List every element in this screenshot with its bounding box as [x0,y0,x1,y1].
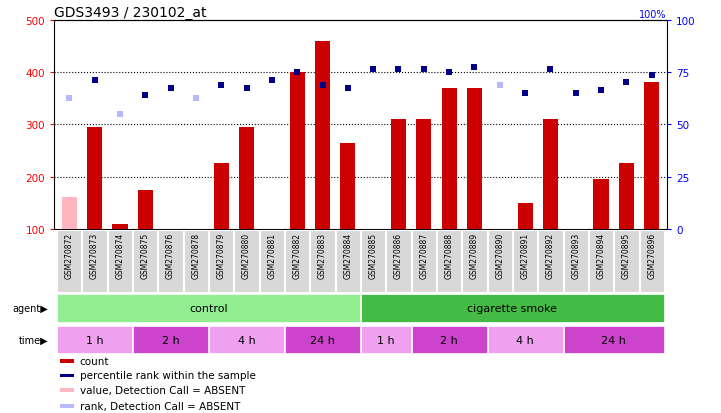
Text: GSM270895: GSM270895 [622,233,631,278]
Text: GSM270892: GSM270892 [546,233,555,278]
FancyBboxPatch shape [386,230,411,292]
FancyBboxPatch shape [513,230,537,292]
Bar [391,120,406,229]
Bar [543,120,558,229]
FancyBboxPatch shape [260,230,284,292]
Bar [213,164,229,229]
Bar [209,326,284,354]
Text: value, Detection Call = ABSENT: value, Detection Call = ABSENT [80,385,245,395]
Bar [61,404,74,408]
Bar [290,73,305,229]
FancyBboxPatch shape [614,230,639,292]
Text: 100%: 100% [640,10,667,20]
Text: GSM270886: GSM270886 [394,233,403,278]
Text: agent▶: agent▶ [12,304,48,314]
Bar [61,359,74,363]
FancyBboxPatch shape [487,230,512,292]
Bar [593,180,609,229]
FancyBboxPatch shape [184,230,208,292]
Text: GSM270896: GSM270896 [647,233,656,278]
Text: GSM270885: GSM270885 [368,233,378,278]
FancyBboxPatch shape [564,230,588,292]
FancyBboxPatch shape [589,230,614,292]
Bar [133,326,208,354]
Text: GSM270889: GSM270889 [470,233,479,278]
Text: GSM270880: GSM270880 [242,233,251,278]
Text: 4 h: 4 h [238,335,255,345]
Text: GDS3493 / 230102_at: GDS3493 / 230102_at [54,6,207,20]
Bar [62,198,77,229]
Bar [644,83,659,229]
Text: GSM270874: GSM270874 [115,233,125,278]
Text: GSM270890: GSM270890 [495,233,504,278]
Text: GSM270875: GSM270875 [141,233,150,278]
Bar [138,190,153,229]
Text: GSM270888: GSM270888 [445,233,454,278]
Bar [239,128,254,229]
Text: GSM270881: GSM270881 [267,233,276,278]
Text: GSM270894: GSM270894 [596,233,606,278]
Bar [87,128,102,229]
Bar [285,326,360,354]
Text: 2 h: 2 h [441,335,458,345]
Bar [361,326,411,354]
Text: GSM270873: GSM270873 [90,233,99,278]
FancyBboxPatch shape [57,230,81,292]
Bar [57,295,360,323]
Text: GSM270884: GSM270884 [343,233,353,278]
FancyBboxPatch shape [82,230,107,292]
Bar [361,295,664,323]
Text: 24 h: 24 h [601,335,626,345]
Text: GSM270878: GSM270878 [191,233,200,278]
Bar [416,120,431,229]
Text: time▶: time▶ [18,335,48,345]
FancyBboxPatch shape [539,230,562,292]
Text: GSM270879: GSM270879 [217,233,226,278]
Bar [487,326,562,354]
Text: 2 h: 2 h [162,335,180,345]
FancyBboxPatch shape [209,230,234,292]
Text: rank, Detection Call = ABSENT: rank, Detection Call = ABSENT [80,401,240,411]
Bar [518,203,533,229]
FancyBboxPatch shape [133,230,157,292]
FancyBboxPatch shape [107,230,132,292]
Bar [340,143,355,229]
Bar [61,388,74,392]
Text: count: count [80,356,110,366]
Text: 4 h: 4 h [516,335,534,345]
Bar [412,326,487,354]
FancyBboxPatch shape [285,230,309,292]
Text: GSM270891: GSM270891 [521,233,530,278]
FancyBboxPatch shape [361,230,385,292]
Text: cigarette smoke: cigarette smoke [467,304,557,314]
Bar [441,88,456,229]
Bar [61,374,74,377]
Bar [57,326,132,354]
Text: GSM270893: GSM270893 [571,233,580,278]
Text: 1 h: 1 h [86,335,103,345]
FancyBboxPatch shape [336,230,360,292]
FancyBboxPatch shape [234,230,259,292]
Text: GSM270887: GSM270887 [420,233,428,278]
Text: control: control [189,304,228,314]
Text: GSM270876: GSM270876 [166,233,175,278]
Bar [619,164,634,229]
Bar [467,88,482,229]
Text: GSM270882: GSM270882 [293,233,301,278]
Bar [112,224,128,229]
Text: GSM270883: GSM270883 [318,233,327,278]
FancyBboxPatch shape [159,230,182,292]
Bar [564,326,664,354]
Text: 1 h: 1 h [377,335,394,345]
FancyBboxPatch shape [310,230,335,292]
Text: percentile rank within the sample: percentile rank within the sample [80,370,256,380]
FancyBboxPatch shape [462,230,487,292]
Bar [315,42,330,229]
Text: 24 h: 24 h [310,335,335,345]
Text: GSM270872: GSM270872 [65,233,74,278]
FancyBboxPatch shape [437,230,461,292]
FancyBboxPatch shape [412,230,436,292]
FancyBboxPatch shape [640,230,664,292]
